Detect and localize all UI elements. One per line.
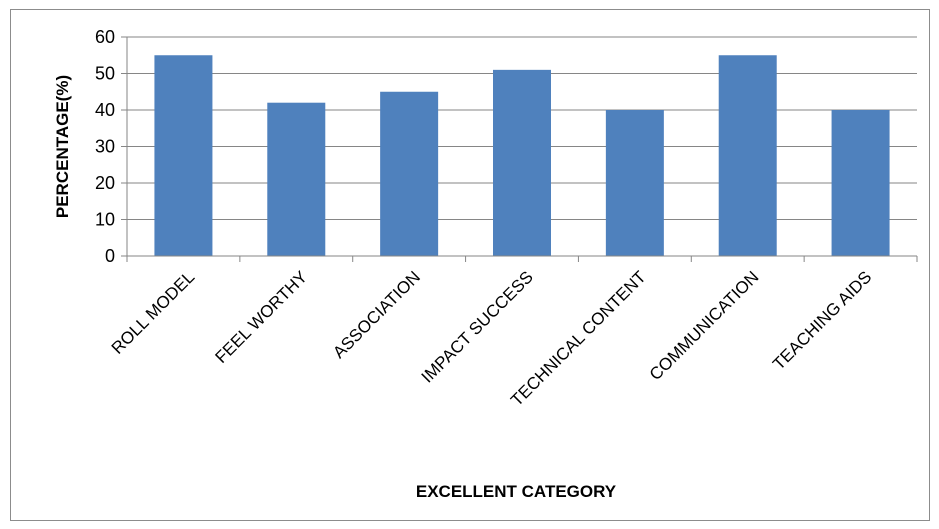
bar <box>831 110 890 256</box>
y-tick-label: 30 <box>95 137 115 157</box>
bar <box>718 55 777 256</box>
x-tick-label: ROLL MODEL <box>108 267 198 357</box>
x-tick-label: IMPACT SUCCESS <box>418 267 537 386</box>
y-tick-label: 10 <box>95 210 115 230</box>
y-tick-label: 40 <box>95 100 115 120</box>
x-tick-label: FEEL WORTHY <box>212 267 312 367</box>
y-tick-label: 20 <box>95 173 115 193</box>
bars <box>154 55 890 256</box>
y-tick-label: 50 <box>95 64 115 84</box>
y-tick-label: 60 <box>95 27 115 47</box>
bar <box>154 55 213 256</box>
bar <box>493 69 551 256</box>
axes <box>126 37 917 257</box>
x-axis-title: EXCELLENT CATEGORY <box>416 482 617 501</box>
y-tick-labels: 0 10 20 30 40 50 60 <box>95 27 115 266</box>
x-tick-label: COMMUNICATION <box>646 267 763 384</box>
bar <box>267 102 326 256</box>
bar <box>605 110 664 256</box>
bar <box>380 91 439 256</box>
x-tick-label: TEACHING AIDS <box>769 267 875 373</box>
y-axis-title: PERCENTAGE(%) <box>53 75 72 218</box>
y-tick-label: 0 <box>105 246 115 266</box>
x-tick-label: ASSOCIATION <box>329 267 424 362</box>
